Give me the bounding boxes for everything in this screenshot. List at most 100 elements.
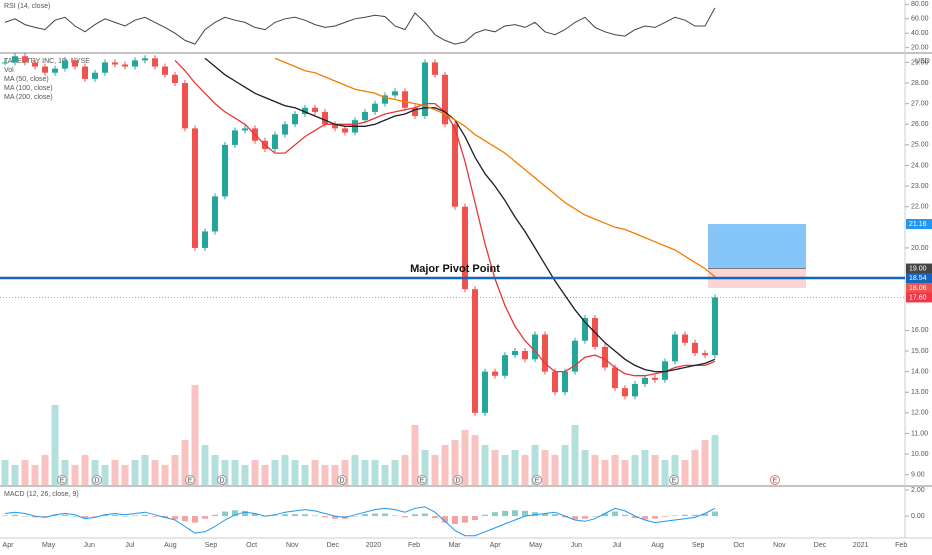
- macd-histogram: [682, 514, 688, 517]
- candle-body: [152, 58, 158, 67]
- y-tick-label: 15.00: [911, 348, 929, 355]
- candle-body: [422, 62, 428, 117]
- event-marker: [217, 475, 227, 485]
- moving-average: [204, 57, 716, 373]
- volume-bar: [521, 455, 529, 485]
- x-tick-label: Jul: [125, 542, 134, 549]
- x-tick-label: Sep: [205, 542, 218, 549]
- candle-body: [432, 62, 438, 75]
- volume-bar: [651, 455, 659, 485]
- candle-body: [342, 128, 348, 133]
- event-marker: [532, 475, 542, 485]
- candle-body: [572, 340, 578, 372]
- volume-bar: [391, 460, 399, 485]
- y-tick-label: 11.00: [911, 430, 928, 437]
- volume-bar: [471, 435, 479, 485]
- volume-bar: [341, 460, 349, 485]
- candle-body: [482, 371, 488, 413]
- macd-line: [4, 506, 716, 537]
- macd-histogram: [362, 514, 368, 517]
- macd-histogram: [112, 514, 118, 517]
- candle-body: [622, 388, 628, 397]
- candle-body: [612, 367, 618, 389]
- candle-body: [282, 124, 288, 135]
- macd-histogram: [482, 514, 488, 517]
- volume-bar: [231, 460, 239, 485]
- volume-bar: [701, 440, 709, 485]
- x-tick-label: Feb: [408, 542, 420, 549]
- macd-histogram: [142, 514, 148, 517]
- candle-body: [712, 297, 718, 356]
- volume-bar: [571, 425, 579, 485]
- volume-bar: [381, 465, 389, 485]
- macd-histogram: [612, 511, 618, 517]
- price-tag-label: 18.06: [909, 285, 927, 292]
- macd-histogram: [472, 516, 478, 521]
- candle-body: [552, 371, 558, 393]
- candle-body: [472, 289, 478, 413]
- candle-body: [522, 351, 528, 360]
- event-marker: [57, 475, 67, 485]
- x-tick-label: Mar: [449, 542, 462, 549]
- candle-body: [232, 130, 238, 145]
- macd-histogram: [32, 516, 38, 518]
- volume-bar: [361, 460, 369, 485]
- candle-body: [72, 60, 78, 67]
- volume-bar: [561, 445, 569, 485]
- macd-histogram: [42, 516, 48, 518]
- candle-body: [202, 231, 208, 248]
- candle-body: [642, 377, 648, 384]
- volume-bar: [91, 460, 99, 485]
- macd-histogram: [282, 514, 288, 517]
- x-tick-label: Oct: [733, 542, 744, 549]
- x-tick-label: Aug: [651, 542, 664, 549]
- y-tick-label: 12.00: [911, 410, 929, 417]
- moving-average: [274, 57, 716, 278]
- volume-bar: [541, 450, 549, 485]
- x-tick-label: Apr: [490, 542, 502, 549]
- candle-body: [582, 318, 588, 341]
- macd-histogram: [412, 514, 418, 517]
- macd-histogram: [642, 516, 648, 520]
- event-marker: [770, 475, 780, 485]
- x-tick-label: 2020: [366, 542, 382, 549]
- volume-legend: Vol: [4, 67, 14, 74]
- volume-bar: [511, 450, 519, 485]
- volume-bar: [321, 465, 329, 485]
- event-label: D: [219, 477, 224, 484]
- x-tick-label: Jun: [84, 542, 95, 549]
- volume-bar: [281, 455, 289, 485]
- event-marker: [337, 475, 347, 485]
- macd-histogram: [102, 514, 108, 517]
- x-tick-label: 2021: [853, 542, 869, 549]
- volume-bar: [581, 450, 589, 485]
- volume-bar: [611, 455, 619, 485]
- y-tick-label: 60.00: [911, 16, 929, 23]
- macd-histogram: [492, 512, 498, 517]
- macd-histogram: [222, 511, 228, 517]
- macd-histogram: [92, 516, 98, 517]
- volume-bar: [221, 460, 229, 485]
- candle-body: [32, 62, 38, 67]
- macd-histogram: [382, 513, 388, 517]
- candle-body: [62, 60, 68, 69]
- candle-body: [22, 56, 28, 63]
- volume-bar: [101, 465, 109, 485]
- candle-body: [142, 58, 148, 61]
- volume-bar: [421, 450, 429, 485]
- y-tick-label: 29.00: [911, 59, 929, 66]
- event-label: E: [535, 477, 540, 484]
- volume-bar: [481, 445, 489, 485]
- candle-body: [242, 128, 248, 131]
- candle-body: [532, 334, 538, 360]
- volume-bar: [131, 460, 139, 485]
- volume-bar: [641, 450, 649, 485]
- candle-body: [112, 62, 118, 65]
- macd-histogram: [202, 516, 208, 519]
- volume-bar: [141, 455, 149, 485]
- y-tick-label: 9.00: [911, 472, 925, 479]
- x-tick-label: Jun: [571, 542, 582, 549]
- macd-histogram: [122, 516, 128, 517]
- volume-bar: [331, 465, 339, 485]
